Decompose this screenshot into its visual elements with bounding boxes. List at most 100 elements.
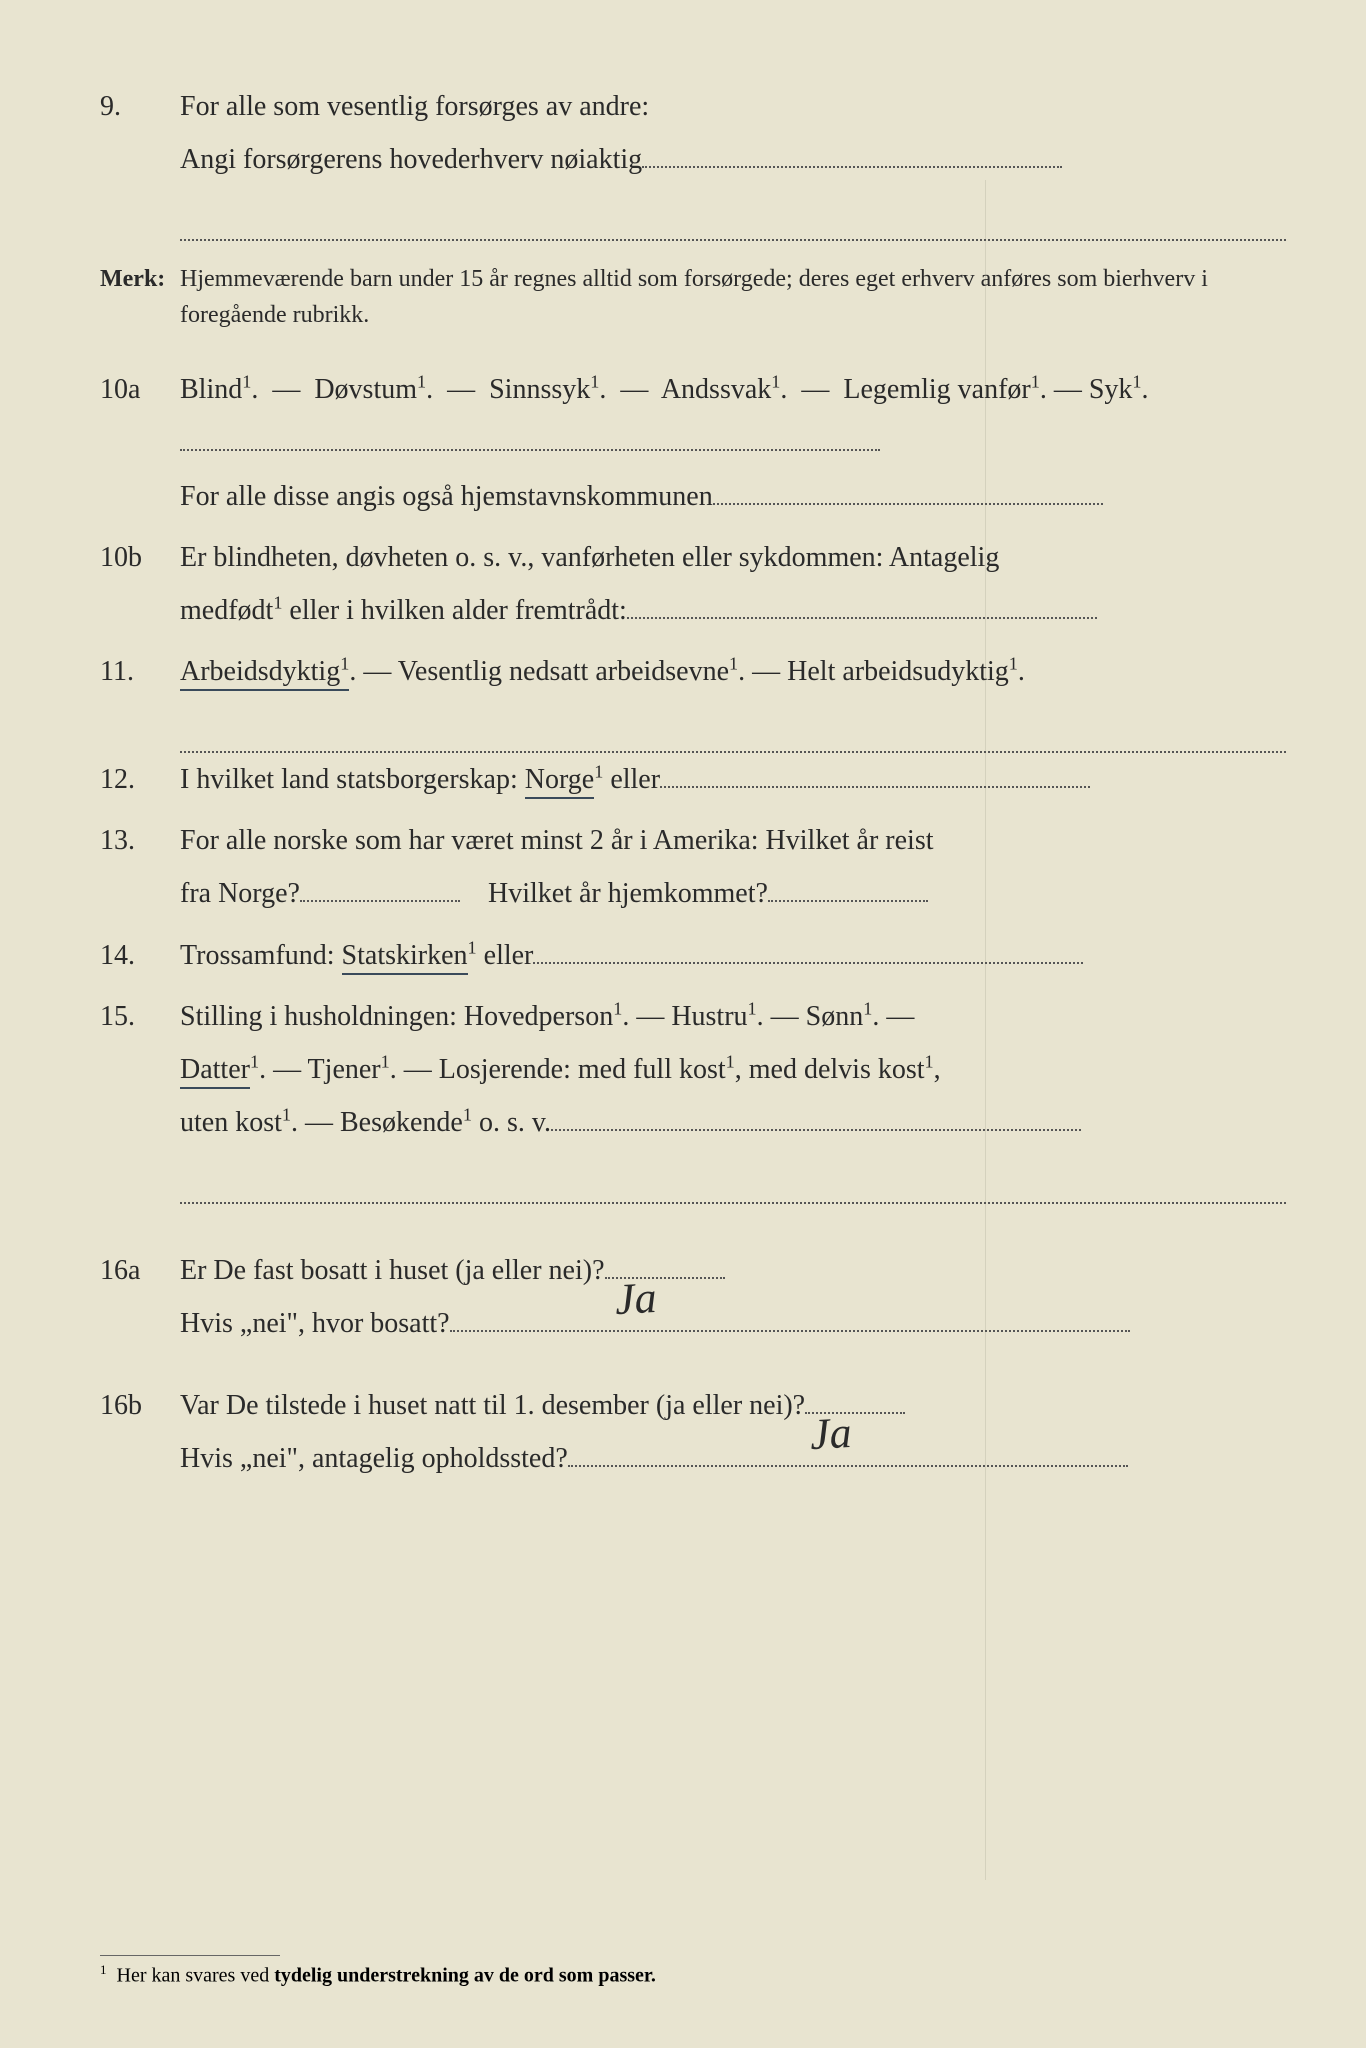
q13-fra-norge: fra Norge? — [180, 878, 300, 909]
question-14: 14. Trossamfund: Statskirken1 eller — [100, 929, 1286, 982]
q11-number: 11. — [100, 645, 180, 698]
q13-line2: fra Norge? Hvilket år hjemkommet? — [180, 867, 1286, 920]
q15-dash: — — [879, 1001, 914, 1032]
footnote-text: Her kan svares ved tydelig understreknin… — [117, 1965, 656, 1987]
q16a-answer-blank: Ja — [605, 1277, 725, 1279]
q13-blank1 — [300, 900, 460, 902]
question-11: 11. Arbeidsdyktig1. — Vesentlig nedsatt … — [100, 645, 1286, 698]
q15-extra-line — [180, 1157, 1286, 1204]
q10a-blank1 — [180, 449, 880, 451]
q11-end: — Helt arbeidsudyktig — [745, 656, 1009, 687]
question-15: 15. Stilling i husholdningen: Hovedperso… — [100, 990, 1286, 1150]
opt-andssvak: Andssvak — [661, 374, 771, 405]
q11-extra-line — [180, 706, 1286, 753]
q9-line2-text: Angi forsørgerens hovederhverv nøiaktig — [180, 144, 642, 175]
page-fold-crease — [985, 180, 986, 1880]
q14-post: eller — [477, 940, 534, 971]
q12-post: eller — [603, 764, 660, 795]
q15-line1: Stilling i husholdningen: Hovedperson1. … — [180, 990, 1286, 1043]
opt-blind: Blind — [180, 374, 242, 405]
q9-content: For alle som vesentlig forsørges av andr… — [180, 80, 1286, 186]
question-13: 13. For alle norske som har været minst … — [100, 814, 1286, 920]
q11-opt-arbeidsdyktig: Arbeidsdyktig1 — [180, 656, 349, 691]
q16a-q: Er De fast bosatt i huset (ja eller nei)… — [180, 1244, 1286, 1297]
q13-number: 13. — [100, 814, 180, 920]
q16b-answer-blank: Ja — [805, 1412, 905, 1414]
q15-tjener: — Tjener — [266, 1054, 381, 1085]
q10a-options-line1: Blind1. — Døvstum1. — Sinnssyk1. — Andss… — [180, 363, 1286, 469]
opt-sinnssyk: Sinnssyk — [489, 374, 590, 405]
q10b-content: Er blindheten, døvheten o. s. v., vanfør… — [180, 531, 1286, 637]
q16a-question-text: Er De fast bosatt i huset (ja eller nei)… — [180, 1255, 605, 1286]
q15-osv: o. s. v. — [472, 1107, 551, 1138]
q16a-sub-text: Hvis „nei", hvor bosatt? — [180, 1308, 450, 1339]
q16b-number: 16b — [100, 1379, 180, 1485]
q10a-blank2 — [713, 503, 1103, 505]
footnote: 1 Her kan svares ved tydelig understrekn… — [100, 1945, 656, 1988]
q14-opt-statskirken: Statskirken — [342, 940, 468, 975]
q11-content: Arbeidsdyktig1. — Vesentlig nedsatt arbe… — [180, 645, 1286, 698]
q10b-line2: medfødt1 eller i hvilken alder fremtrådt… — [180, 584, 1286, 637]
q16b-content: Var De tilstede i huset natt til 1. dese… — [180, 1379, 1286, 1485]
q12-number: 12. — [100, 753, 180, 806]
q10b-number: 10b — [100, 531, 180, 637]
q16b-sub-text: Hvis „nei", antagelig opholdssted? — [180, 1443, 568, 1474]
opt-dovstum: Døvstum — [314, 374, 417, 405]
opt-syk: Syk — [1089, 374, 1133, 405]
question-16a: 16a Er De fast bosatt i huset (ja eller … — [100, 1244, 1286, 1350]
q10a-hjemstavn-text: For alle disse angis også hjemstavnskomm… — [180, 481, 713, 512]
q14-blank — [533, 962, 1083, 964]
q9-blank — [642, 166, 1062, 168]
q10b-blank — [627, 617, 1097, 619]
q14-content: Trossamfund: Statskirken1 eller — [180, 929, 1286, 982]
q13-content: For alle norske som har været minst 2 år… — [180, 814, 1286, 920]
q10a-line2: For alle disse angis også hjemstavnskomm… — [180, 470, 1286, 523]
question-10b: 10b Er blindheten, døvheten o. s. v., va… — [100, 531, 1286, 637]
q16b-q: Var De tilstede i huset natt til 1. dese… — [180, 1379, 1286, 1432]
q16a-sub: Hvis „nei", hvor bosatt? — [180, 1297, 1286, 1350]
q12-pre: I hvilket land statsborgerskap: — [180, 764, 525, 795]
q16b-question-text: Var De tilstede i huset natt til 1. dese… — [180, 1390, 805, 1421]
q12-blank — [660, 786, 1090, 788]
question-9: 9. For alle som vesentlig forsørges av a… — [100, 80, 1286, 186]
q9-line1: For alle som vesentlig forsørges av andr… — [180, 80, 1286, 133]
q11-mid: — Vesentlig nedsatt arbeidsevne — [356, 656, 729, 687]
q12-content: I hvilket land statsborgerskap: Norge1 e… — [180, 753, 1286, 806]
merk-text: Hjemmeværende barn under 15 år regnes al… — [180, 261, 1286, 333]
q15-losjerende: — Losjerende: med full kost — [397, 1054, 726, 1085]
q10a-number: 10a — [100, 363, 180, 523]
q15-opt-datter: Datter — [180, 1054, 250, 1089]
q14-pre: Trossamfund: — [180, 940, 342, 971]
merk-note: Merk: Hjemmeværende barn under 15 år reg… — [100, 261, 1286, 333]
q16a-content: Er De fast bosatt i huset (ja eller nei)… — [180, 1244, 1286, 1350]
q14-number: 14. — [100, 929, 180, 982]
q15-number: 15. — [100, 990, 180, 1150]
q10b-line1: Er blindheten, døvheten o. s. v., vanfør… — [180, 531, 1286, 584]
q9-number: 9. — [100, 80, 180, 186]
q10b-post: eller i hvilken alder fremtrådt: — [282, 595, 626, 626]
question-16b: 16b Var De tilstede i huset natt til 1. … — [100, 1379, 1286, 1485]
q15-sonn: — Sønn — [764, 1001, 864, 1032]
census-form-page: 9. For alle som vesentlig forsørges av a… — [0, 0, 1366, 1533]
q15-delvis: , med delvis kost — [735, 1054, 925, 1085]
q9-line2: Angi forsørgerens hovederhverv nøiaktig — [180, 133, 1286, 186]
footnote-marker: 1 — [100, 1962, 107, 1977]
q15-content: Stilling i husholdningen: Hovedperson1. … — [180, 990, 1286, 1150]
q15-pre: Stilling i husholdningen: Hovedperson — [180, 1001, 613, 1032]
q15-blank — [551, 1129, 1081, 1131]
question-12: 12. I hvilket land statsborgerskap: Norg… — [100, 753, 1286, 806]
q16a-sub-blank — [450, 1330, 1130, 1332]
q13-line1: For alle norske som har været minst 2 år… — [180, 814, 1286, 867]
q15-line3: uten kost1. — Besøkende1 o. s. v. — [180, 1096, 1286, 1149]
q15-line2: Datter1. — Tjener1. — Losjerende: med fu… — [180, 1043, 1286, 1096]
q15-uten-kost: uten kost — [180, 1107, 282, 1138]
opt-legemlig: Legemlig vanfør — [843, 374, 1030, 405]
q9-extra-line — [180, 194, 1286, 241]
q13-hjemkommet: Hvilket år hjemkommet? — [488, 878, 768, 909]
question-10a: 10a Blind1. — Døvstum1. — Sinnssyk1. — A… — [100, 363, 1286, 523]
q16a-answer: Ja — [612, 1256, 658, 1342]
q16a-number: 16a — [100, 1244, 180, 1350]
merk-label: Merk: — [100, 261, 180, 333]
q10b-medfodt: medfødt — [180, 595, 273, 626]
q15-hustru: — Hustru — [629, 1001, 747, 1032]
